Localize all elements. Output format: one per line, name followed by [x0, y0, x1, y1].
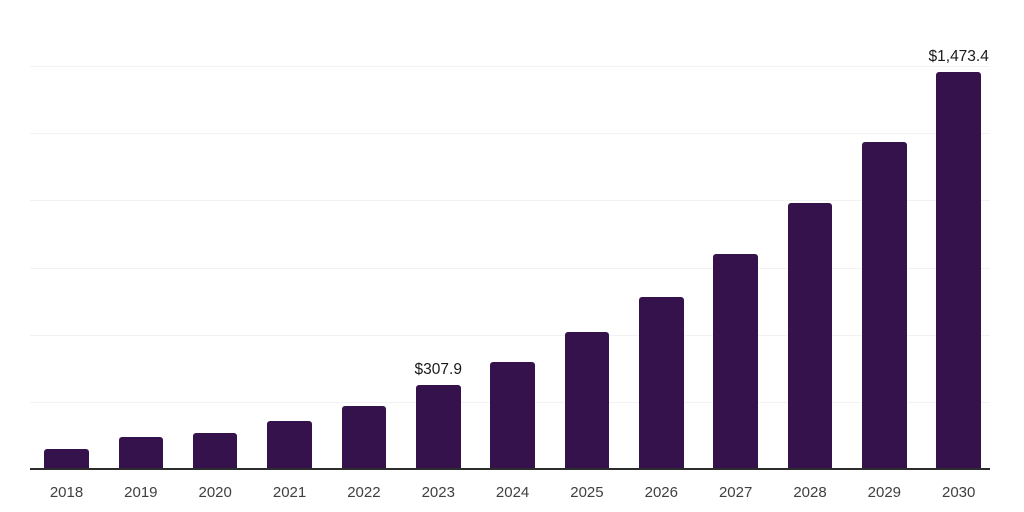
bar-2029 — [862, 142, 907, 468]
bar-2023 — [416, 385, 461, 468]
data-label-2023: $307.9 — [414, 361, 462, 379]
x-tick-2019: 2019 — [124, 484, 158, 501]
x-tick-2026: 2026 — [644, 484, 678, 501]
x-tick-2024: 2024 — [495, 484, 530, 501]
bar-2026 — [639, 296, 684, 468]
bar-2022 — [341, 405, 387, 468]
x-axis-labels: 2018 2019 2020 2021 2022 2023 2024 2025 2026 2027… — [30, 484, 990, 506]
bar-2020 — [192, 432, 238, 468]
x-axis-line — [30, 468, 990, 470]
gridline-500 — [30, 334, 990, 336]
bar-2027 — [713, 253, 758, 468]
plot-area: $307.9 $1,473.4 — [30, 0, 990, 470]
data-label-2030: $1,473.4 — [928, 48, 989, 66]
gridline-1000 — [30, 200, 990, 202]
gridline-1250 — [30, 133, 990, 135]
x-tick-2020: 2020 — [198, 484, 232, 501]
x-tick-2029: 2029 — [867, 484, 902, 501]
x-tick-2030: 2030 — [942, 484, 976, 501]
x-tick-2022: 2022 — [347, 484, 381, 501]
x-tick-2025: 2025 — [570, 484, 604, 501]
gridline-750 — [30, 267, 990, 269]
x-tick-2021: 2021 — [272, 484, 307, 501]
bar-2024 — [490, 361, 535, 468]
bar-2025 — [564, 331, 610, 468]
bar-2021 — [267, 420, 312, 468]
x-tick-2027: 2027 — [718, 484, 753, 501]
bar-2030 — [936, 72, 981, 468]
bar-2018 — [44, 448, 89, 468]
x-tick-2023: 2023 — [421, 484, 455, 501]
bar-2028 — [787, 203, 833, 468]
bar-2019 — [118, 437, 164, 468]
gridline-1500 — [30, 66, 990, 68]
x-tick-2018: 2018 — [49, 484, 84, 501]
x-tick-2028: 2028 — [793, 484, 827, 501]
